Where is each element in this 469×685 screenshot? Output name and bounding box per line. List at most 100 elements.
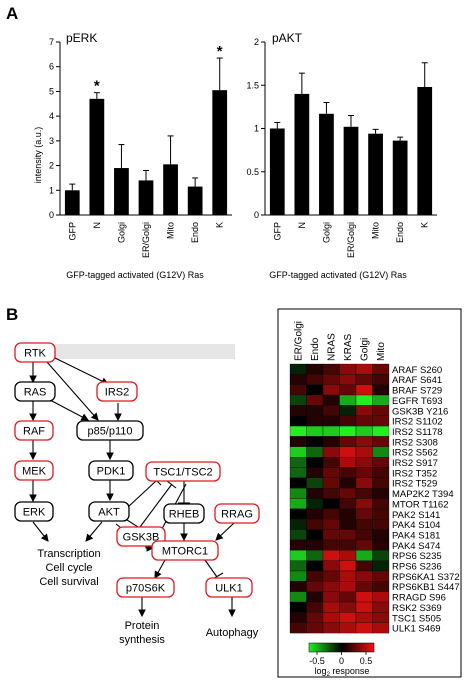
heatmap-cell: [355, 508, 373, 520]
heatmap-cell: [372, 374, 390, 385]
pakt-x-tick-label: N: [297, 222, 307, 229]
heatmap-row-label: RPS6KA1 S372: [392, 572, 460, 583]
colorbar: [308, 642, 375, 653]
perk-x-tick-label: K: [215, 222, 225, 228]
heatmap-cell: [339, 415, 357, 427]
outcome-autophagy: Autophagy: [206, 627, 259, 639]
heatmap-cell: [339, 601, 357, 613]
heatmap-cell: [306, 539, 324, 551]
heatmap-cell: [355, 539, 373, 551]
heatmap-cell: [306, 436, 324, 447]
edge-rtk-irs2: [54, 357, 109, 385]
perk-bar-chart: pERK intensity (a.u.) GFP-tagged activat…: [33, 31, 232, 280]
perk-y-tick-label: 1: [49, 185, 54, 195]
heatmap-cell: [306, 570, 324, 582]
pathway-node-mtorc1: MTORC1: [151, 540, 219, 561]
heatmap-row-label: EGFR T693: [392, 396, 443, 407]
heatmap-cell: [289, 405, 307, 416]
heatmap-cell: [322, 529, 340, 541]
heatmap-cell: [355, 550, 373, 561]
heatmap-cell: [355, 363, 373, 375]
heatmap-cell: [372, 477, 390, 489]
heatmap-cell: [306, 374, 324, 385]
pathway-node-pdk1: PDK1: [88, 460, 134, 481]
heatmap-cell: [372, 539, 390, 551]
heatmap-cell: [306, 488, 324, 499]
pathway-node-mek: MEK: [14, 460, 54, 481]
pakt-bar: [269, 128, 285, 215]
pathway-node-label: ERK: [23, 507, 46, 519]
heatmap-cell: [289, 384, 307, 396]
heatmap-cell: [355, 498, 373, 510]
heatmap-cell: [339, 550, 357, 561]
colorbar-tick-label: 0: [339, 656, 344, 666]
heatmap-cell: [289, 467, 307, 479]
heatmap-cell: [306, 560, 324, 572]
heatmap-row-label: RPS6KB1 S447: [392, 582, 460, 593]
pathway-outcomes: Transcription Cell cycle Cell survival P…: [37, 548, 258, 646]
heatmap-cell: [339, 612, 357, 623]
heatmap-cell: [322, 384, 340, 396]
pathway-node-akt: AKT: [88, 501, 130, 522]
heatmap-cell: [289, 539, 307, 551]
heatmap-cell: [355, 591, 373, 603]
heatmap-cell: [355, 570, 373, 582]
pakt-chart-title: pAKT: [272, 31, 303, 45]
heatmap-cell: [355, 425, 373, 437]
heatmap-cell: [372, 612, 390, 623]
pathway-node-label: RHEB: [169, 509, 200, 521]
heatmap-cell: [372, 560, 390, 572]
edge-gsk3b-inhibits-tsc: [139, 483, 173, 528]
pathway-node-box: [88, 460, 134, 481]
perk-bar: [138, 180, 154, 215]
heatmap-cell: [322, 550, 340, 561]
heatmap-cell: [339, 456, 357, 468]
heatmap-row-label: ULK1 S469: [392, 624, 441, 635]
pathway-node-label: IRS2: [105, 387, 129, 399]
heatmap-cell: [339, 405, 357, 416]
perk-x-tick-label: Golgi: [116, 222, 126, 243]
heatmap-cell: [322, 601, 340, 613]
heatmap-cell: [289, 581, 307, 592]
heatmap-cell: [339, 488, 357, 499]
edge-rtk-p85: [46, 361, 99, 421]
heatmap-cell: [289, 529, 307, 541]
heatmap-cell: [306, 425, 324, 437]
pathway-node-label: p70S6K: [126, 583, 166, 595]
heatmap-column-label: NRAS: [326, 333, 337, 361]
heatmap-row-label: RPS6 S235: [392, 551, 442, 562]
pathway-node-box: [145, 461, 221, 482]
heatmap-cell: [339, 394, 357, 406]
colorbar-tick-label: -0.5: [309, 656, 325, 666]
pathway-node-raf: RAF: [14, 420, 54, 441]
heatmap-cell: [372, 488, 390, 499]
heatmap-cell: [372, 550, 390, 561]
heatmap-cell: [322, 467, 340, 479]
heatmap-cell: [339, 374, 357, 385]
heatmap-cell: [306, 508, 324, 520]
pathway-node-label: RAS: [24, 387, 47, 399]
pathway-node-label: MEK: [22, 466, 47, 478]
heatmap-cell: [339, 498, 357, 510]
heatmap-cell: [372, 425, 390, 437]
heatmap-cell: [322, 622, 340, 634]
heatmap-cell: [322, 446, 340, 458]
pathway-node-box: [163, 503, 205, 524]
heatmap-cell: [372, 570, 390, 582]
edge-mtorc1-inhibits-ulk1: [204, 559, 218, 578]
pathway-node-box: [14, 420, 54, 441]
pathway-node-label: PDK1: [97, 466, 126, 478]
heatmap-cell: [355, 612, 373, 623]
heatmap-cell: [322, 560, 340, 572]
heatmap-cell: [289, 570, 307, 582]
heatmap-cell: [355, 581, 373, 592]
heatmap-cell: [322, 436, 340, 447]
heatmap-cell: [289, 394, 307, 406]
heatmap-cell: [306, 550, 324, 561]
perk-bar: [187, 186, 203, 215]
heatmap-cell: [372, 456, 390, 468]
heatmap-cell: [372, 508, 390, 520]
heatmap-cell: [322, 425, 340, 437]
outcome-transcription: Transcription: [37, 548, 100, 560]
heatmap-column-label: Endo: [310, 337, 321, 361]
